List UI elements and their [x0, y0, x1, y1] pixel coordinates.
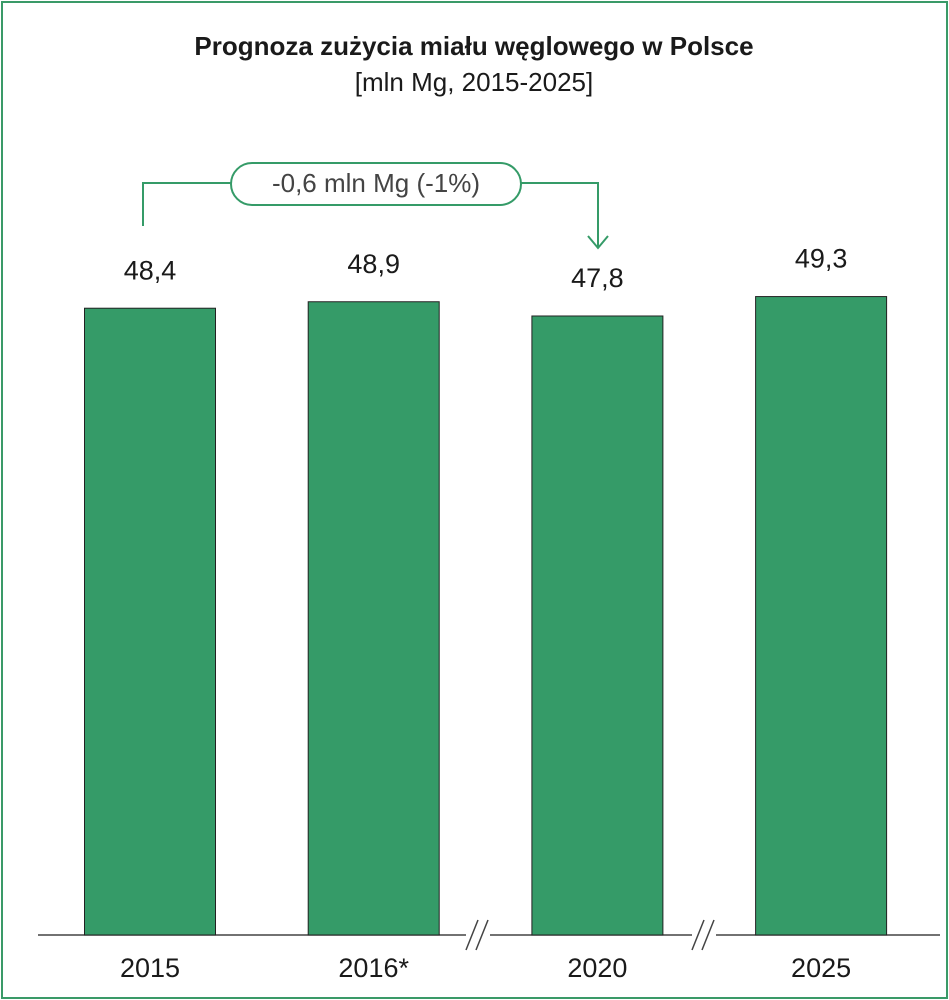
- bar: [307, 301, 440, 936]
- value-label: 47,8: [571, 263, 624, 293]
- chart-subtitle: [mln Mg, 2015-2025]: [355, 67, 593, 97]
- value-label: 48,9: [347, 249, 400, 279]
- x-tick-label: 2016*: [338, 953, 409, 983]
- bar: [84, 307, 216, 936]
- x-tick-label: 2025: [791, 953, 851, 983]
- value-label: 48,4: [124, 255, 177, 285]
- annotation-bracket: [142, 162, 609, 250]
- bar: [531, 315, 664, 936]
- annotation: -0,6 mln Mg (-1%): [272, 168, 480, 198]
- chart-title: Prognoza zużycia miału węglowego w Polsc…: [194, 31, 753, 61]
- x-tick-label: 2015: [120, 953, 180, 983]
- bar: [755, 296, 888, 936]
- x-tick-label: 2020: [567, 953, 627, 983]
- axis-break: [691, 919, 716, 951]
- axis-break: [465, 919, 490, 951]
- value-label: 49,3: [795, 244, 848, 274]
